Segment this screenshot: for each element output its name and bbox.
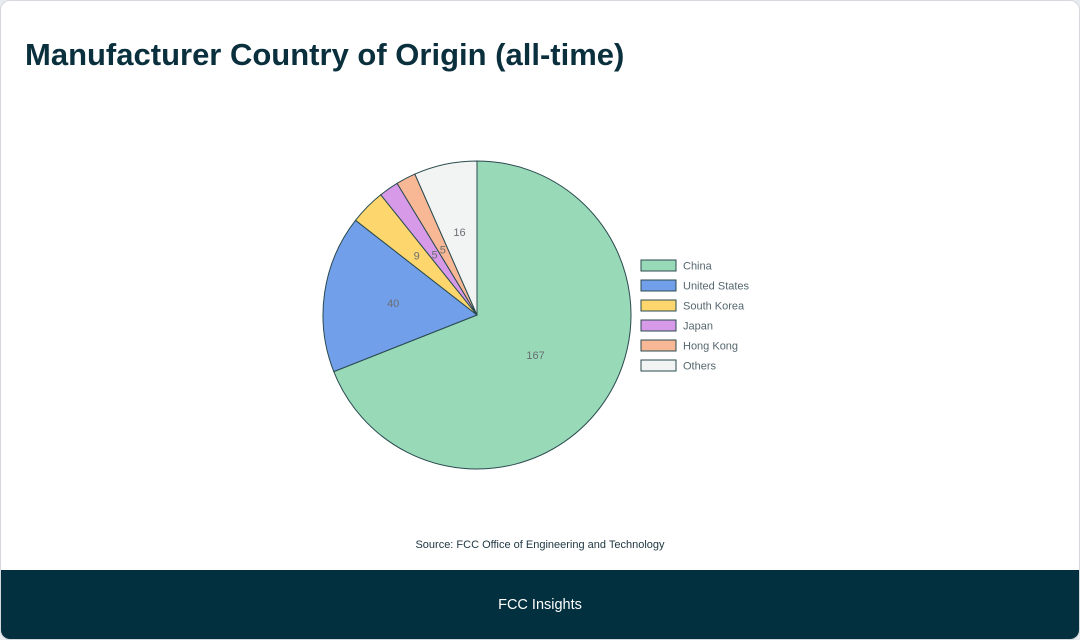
legend-swatch-south-korea: [640, 299, 677, 312]
legend-swatch-hong-kong: [640, 339, 677, 352]
pie-value-label-china: 167: [526, 350, 544, 362]
footer-brand[interactable]: FCC Insights: [498, 596, 582, 613]
legend: China United States South Korea Japan Hong K…: [640, 259, 750, 373]
legend-item-others[interactable]: Others: [640, 359, 717, 373]
legend-swatch-china: [640, 259, 677, 272]
legend-swatch-others: [640, 359, 677, 372]
pie-slices: [322, 160, 632, 470]
legend-label-japan: Japan: [683, 321, 713, 333]
source-note: Source: FCC Office of Engineering and Te…: [415, 539, 665, 551]
legend-item-united-states[interactable]: United States: [640, 279, 750, 293]
legend-item-china[interactable]: China: [640, 259, 713, 273]
pie-value-label-japan: 5: [432, 249, 438, 261]
legend-item-south-korea[interactable]: South Korea: [640, 299, 745, 313]
page-title: Manufacturer Country of Origin (all-time…: [25, 37, 625, 72]
legend-swatch-japan: [640, 319, 677, 332]
legend-label-china: China: [683, 261, 713, 273]
legend-label-others: Others: [683, 361, 717, 373]
pie-value-label-united-states: 40: [387, 298, 399, 310]
pie-slice-china[interactable]: [333, 160, 632, 470]
legend-item-hong-kong[interactable]: Hong Kong: [640, 339, 738, 353]
legend-label-united-states: United States: [683, 281, 750, 293]
legend-label-south-korea: South Korea: [683, 301, 745, 313]
legend-swatch-united-states: [640, 279, 677, 292]
legend-item-japan[interactable]: Japan: [640, 319, 713, 333]
pie-slice-united-states[interactable]: [322, 219, 478, 373]
legend-label-hong-kong: Hong Kong: [683, 341, 738, 353]
pie-slice-others[interactable]: [414, 160, 478, 316]
footer: FCC Insights: [1, 570, 1079, 639]
pie-value-label-others: 16: [453, 227, 465, 239]
pie-value-label-hong-kong: 5: [440, 244, 446, 256]
pie-value-label-south-korea: 9: [414, 251, 420, 263]
